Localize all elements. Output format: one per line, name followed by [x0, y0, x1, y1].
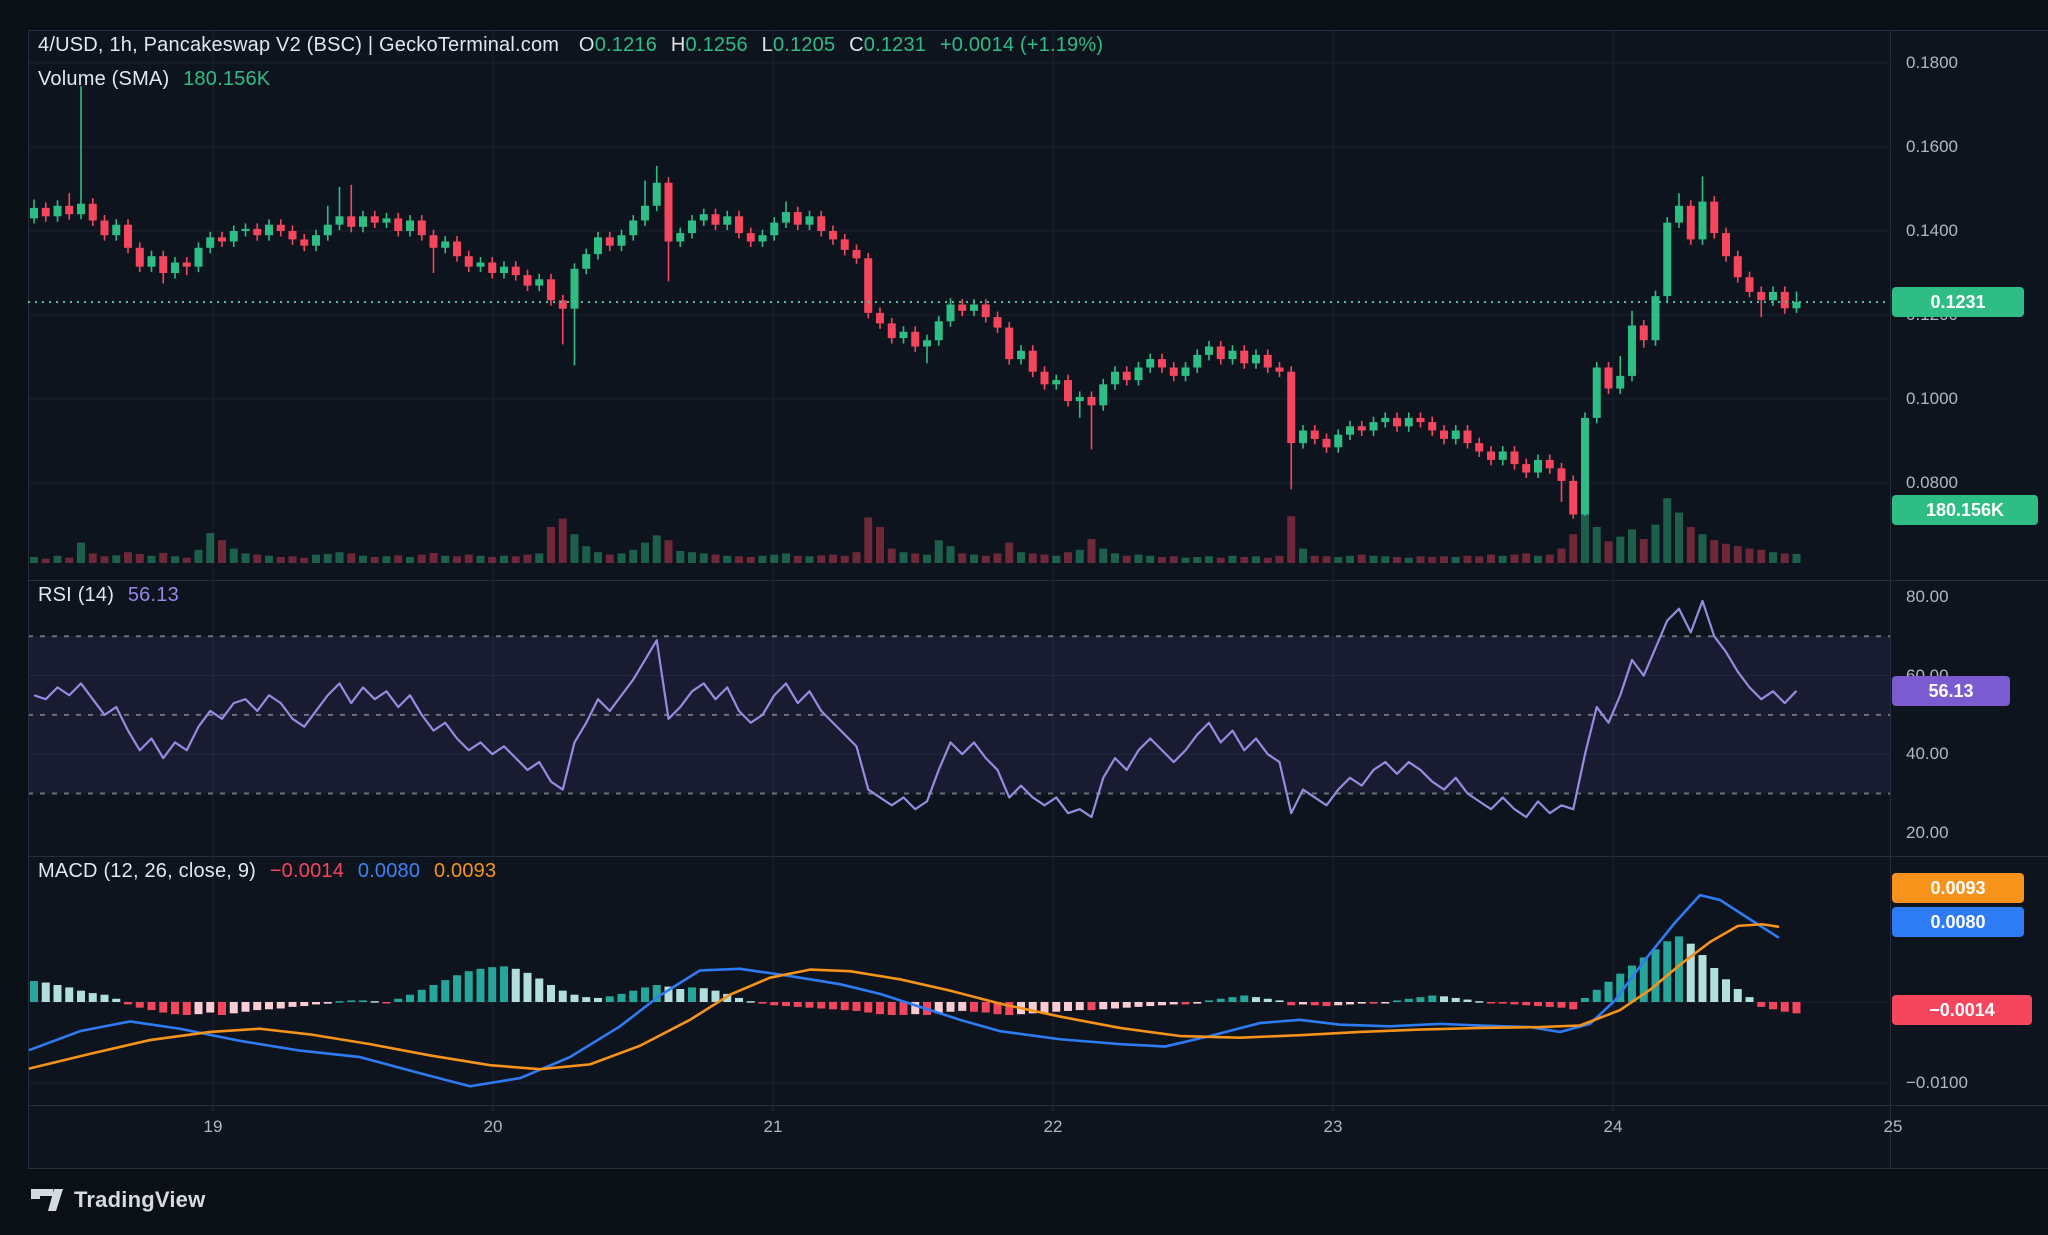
macd-hist-badge: −0.0014 [1892, 995, 2032, 1025]
price-tick-label: 0.1800 [1906, 53, 1958, 72]
price-tick-label: 0.1400 [1906, 221, 1958, 240]
macd-signal-badge: 0.0093 [1892, 873, 2024, 903]
rsi-badge: 56.13 [1892, 676, 2010, 706]
tradingview-attribution[interactable]: TradingView [30, 1186, 205, 1214]
current-price-badge: 0.1231 [1892, 287, 2024, 317]
rsi-tick-label: 80.00 [1906, 587, 1949, 606]
time-tick-label: 22 [1043, 1117, 1063, 1136]
macd-line-badge: 0.0080 [1892, 907, 2024, 937]
volume-badge: 180.156K [1892, 495, 2038, 525]
time-tick-label: 21 [763, 1117, 783, 1136]
time-tick-label: 23 [1323, 1117, 1343, 1136]
tradingview-logo-icon [31, 1189, 63, 1211]
time-tick-label: 19 [203, 1117, 223, 1136]
time-scale[interactable]: 19 20 21 22 23 24 25 [28, 1105, 1903, 1168]
rsi-tick-label: 40.00 [1906, 744, 1949, 764]
rsi-tick-label: 20.00 [1906, 822, 1949, 842]
time-tick-label: 20 [483, 1117, 503, 1136]
time-tick-label: 24 [1603, 1117, 1623, 1136]
price-tick-label: 0.1600 [1906, 137, 1958, 156]
price-tick-label: 0.1000 [1906, 389, 1958, 408]
tradingview-logo-text: TradingView [74, 1187, 206, 1212]
time-tick-label: 25 [1883, 1117, 1903, 1136]
macd-tick-label: −0.0100 [1906, 1073, 1968, 1092]
price-tick-label: 0.0800 [1906, 473, 1958, 492]
